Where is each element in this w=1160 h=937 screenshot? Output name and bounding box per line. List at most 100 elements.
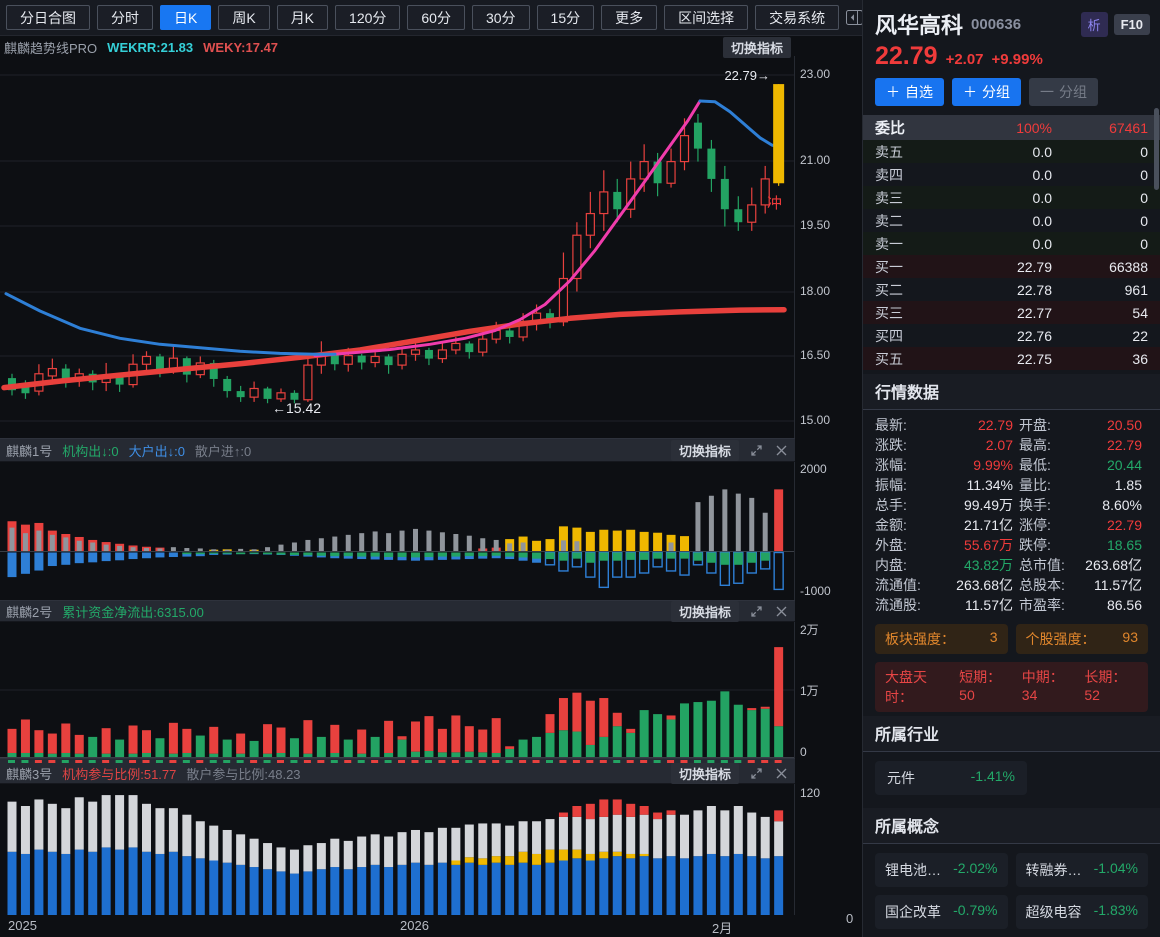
remove-group-label: 分组 [1059,84,1087,100]
sector-strength[interactable]: 板块强度： 3 [875,624,1008,654]
level-label: 卖四 [875,166,903,183]
level-label: 卖一 [875,235,903,252]
f10-badge[interactable]: F10 [1113,13,1150,35]
concept-item[interactable]: 转融券… -1.04% [1015,853,1148,887]
sell-level-row[interactable]: 卖五 0.0 0 [863,140,1160,163]
tab-更多[interactable]: 更多 [601,5,658,30]
panel3-inst-ratio: 机构参与比例:51.77 [62,766,177,782]
tab-分日合图[interactable]: 分日合图 [6,5,90,30]
expand-icon[interactable] [749,767,764,779]
level-volume: 0 [1140,212,1148,229]
market-data-label: 总股本: [1019,577,1065,593]
market-data-value: 9.99% [973,457,1013,473]
tab-交易系统[interactable]: 交易系统 [755,5,840,30]
market-data-label: 总市值: [1019,557,1065,573]
market-timing: 大盘天时： 短期：50 中期：34 长期：52 [875,662,1148,712]
sell-level-row[interactable]: 卖四 0.0 0 [863,163,1160,186]
level-label: 买三 [875,304,903,321]
concept-item[interactable]: 锂电池… -2.02% [875,853,1008,887]
sell-level-row[interactable]: 卖三 0.0 0 [863,186,1160,209]
indicator-name: 麒麟趋势线PRO [4,40,98,56]
tab-30分[interactable]: 30分 [471,5,530,30]
expand-icon[interactable] [749,444,764,456]
level-label: 卖三 [875,189,903,206]
level-volume: 22 [1132,327,1148,344]
industry-item[interactable]: 元件 -1.41% [875,761,1027,795]
strength-row: 板块强度： 3 个股强度： 93 [863,618,1160,654]
buy-level-row[interactable]: 买四 22.76 22 [863,324,1160,347]
panel1-header: 麒麟1号 机构出↓:0 大户出↓:0 散户进↑:0 切换指标 [0,438,795,462]
industry-wrap: 元件 -1.41% [863,752,1160,804]
concept-item[interactable]: 超级电容 -1.83% [1015,895,1148,929]
level-volume: 961 [1124,281,1148,298]
tab-60分[interactable]: 60分 [407,5,465,30]
concept-name: 锂电池… [885,862,941,878]
close-icon[interactable] [774,445,789,456]
price-change: +2.07 [945,51,984,68]
remove-group-button[interactable]: 一分组 [1029,78,1098,106]
expand-icon[interactable] [749,605,764,617]
right-panel: 风华高科 000636 析 F10 22.79 +2.07 +9.99% ＋ 自选… [862,0,1160,937]
timing-short: 短期：50 [959,669,1002,703]
switch-indicator-button-p2[interactable]: 切换指标 [670,600,739,622]
tab-区间选择[interactable]: 区间选择 [664,5,749,30]
tab-120分[interactable]: 120分 [335,5,401,30]
stock-strength[interactable]: 个股强度： 93 [1015,624,1148,654]
buy-level-row[interactable]: 买一 22.79 66388 [863,255,1160,278]
collapse-panel-icon[interactable] [846,8,864,28]
level-label: 买五 [875,350,903,367]
tab-周K[interactable]: 周K [218,5,270,30]
tab-分时[interactable]: 分时 [97,5,153,30]
tab-月K[interactable]: 月K [276,5,329,30]
market-data-value: 20.50 [1106,417,1142,433]
market-data-value: 99.49万 [963,497,1013,513]
timing-mid: 中期：34 [1021,669,1064,703]
market-data-value: 263.68亿 [1085,557,1142,573]
switch-indicator-button-p3[interactable]: 切换指标 [670,762,739,784]
close-icon[interactable] [774,768,789,779]
p3-svg[interactable] [0,784,862,915]
market-data-label: 金额: [875,517,907,533]
buy-level-row[interactable]: 买二 22.78 961 [863,278,1160,301]
market-data-label: 换手: [1019,497,1051,513]
close-icon[interactable] [774,606,789,617]
tab-15分[interactable]: 15分 [536,5,595,30]
market-data-value: 22.79 [1106,517,1142,533]
main-chart-header: 麒麟趋势线PRO WEKRR:21.83 WEKY:17.47 切换指标 [0,36,795,58]
buy-level-row[interactable]: 买五 22.75 36 [863,347,1160,370]
level-volume: 0 [1140,189,1148,206]
sell-level-row[interactable]: 卖一 0.0 0 [863,232,1160,255]
sell-level-row[interactable]: 卖二 0.0 0 [863,209,1160,232]
level-price: 22.77 [1016,304,1052,321]
stock-code: 000636 [971,15,1022,33]
concept-item[interactable]: 国企改革 -0.79% [875,895,1008,929]
last-price: 22.79 [875,42,938,70]
switch-indicator-button-main[interactable]: 切换指标 [722,36,791,58]
add-watchlist-button[interactable]: ＋ 自选 [875,78,944,106]
order-book-header: 委比 100% 67461 [863,115,1160,140]
sector-strength-value: 3 [989,629,998,645]
concept-change: -2.02% [953,860,998,876]
main-chart-svg[interactable]: 22.79→ ←15.42 冲 [0,56,862,438]
level-price: 0.0 [1032,235,1052,252]
market-data-label: 开盘: [1019,417,1051,433]
switch-indicator-button-p1[interactable]: 切换指标 [670,439,739,461]
industry-title: 所属行业 [863,716,1160,752]
analyze-badge[interactable]: 析 [1080,11,1108,37]
market-data-grid: 最新: 22.79 开盘: 20.50 涨跌: 2.07 最高: 22.79 涨幅: 9.99% 最… [863,410,1160,618]
level-label: 买二 [875,281,903,298]
market-data-label: 跌停: [1019,537,1051,553]
market-data-value: 22.79 [977,417,1013,433]
p2-svg[interactable] [0,622,862,758]
buy-level-row[interactable]: 买三 22.77 54 [863,301,1160,324]
add-group-button[interactable]: ＋ 分组 [952,78,1021,106]
scrollbar-thumb[interactable] [1154,108,1159,190]
panel3-retail-ratio: 散户参与比例:48.23 [186,766,301,782]
weky-value: WEKY:17.47 [203,39,279,55]
p1-svg[interactable] [0,462,862,600]
market-data-label: 外盘: [875,537,907,553]
tab-日K[interactable]: 日K [160,5,212,30]
panel1-retail-in: 散户进↑:0 [194,443,252,459]
svg-text:22.79→: 22.79→ [724,68,770,83]
market-data-label: 最高: [1019,437,1051,453]
